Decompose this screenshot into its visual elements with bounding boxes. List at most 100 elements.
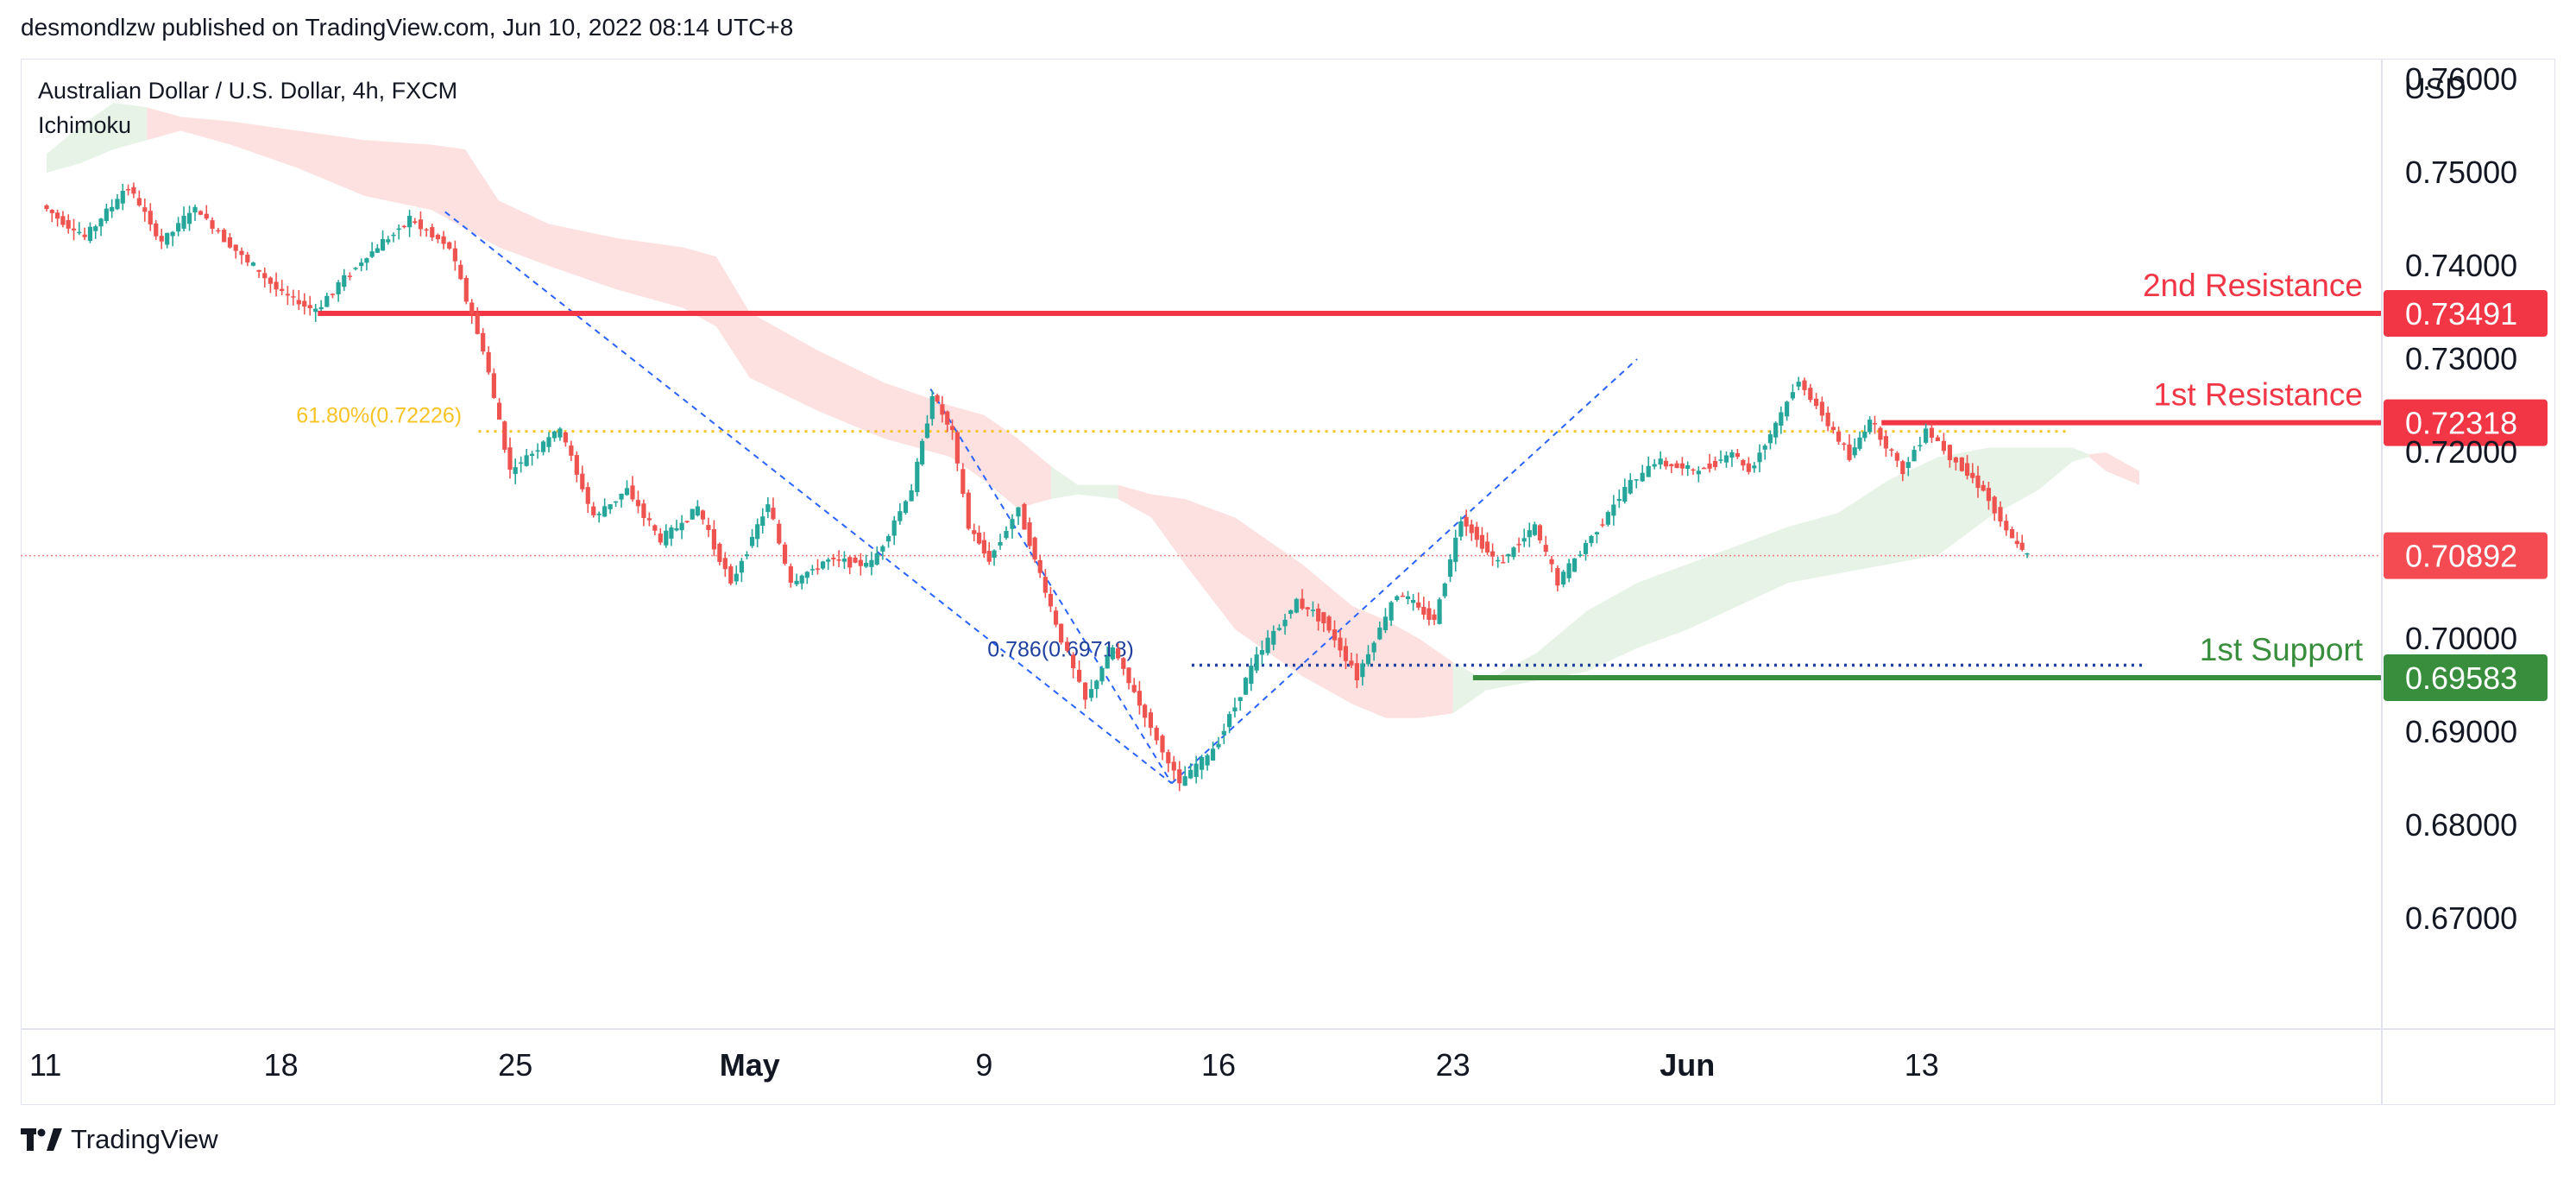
candle-79 xyxy=(486,346,491,375)
candle-40 xyxy=(268,276,274,294)
candle-355 xyxy=(2009,526,2015,539)
price-chart[interactable]: 61.80%(0.72226)0.786(0.69718)2nd Resista… xyxy=(0,0,2576,1114)
candle-17 xyxy=(136,190,142,207)
axes: 0.76000 0.75000 0.74000 0.73000 0.72000 0.700… xyxy=(21,59,2554,1105)
candle-34 xyxy=(233,244,238,259)
candle-271 xyxy=(1537,524,1543,544)
candle-107 xyxy=(641,499,646,527)
candle-27 xyxy=(192,205,198,221)
second-resistance-price-tag: 0.73491 xyxy=(2384,289,2548,337)
candle-307 xyxy=(1741,458,1746,471)
candle-57 xyxy=(364,257,369,271)
candle-316 xyxy=(1790,383,1796,401)
candle-224 xyxy=(1282,613,1288,635)
candle-318 xyxy=(1802,377,1807,396)
candle-184 xyxy=(1059,623,1064,645)
candle-339 xyxy=(1918,436,1923,452)
candle-254 xyxy=(1447,553,1453,583)
candle-102 xyxy=(614,501,619,507)
candle-242 xyxy=(1382,608,1389,634)
candle-49 xyxy=(318,300,324,312)
candle-32 xyxy=(222,228,227,243)
candle-313 xyxy=(1773,420,1779,445)
candle-329 xyxy=(1862,425,1867,442)
candle-190 xyxy=(1094,679,1099,698)
candle-12 xyxy=(110,199,115,218)
candle-263 xyxy=(1496,556,1501,568)
candle-56 xyxy=(359,258,364,272)
fib-swing-line[interactable] xyxy=(929,388,1173,784)
candle-45 xyxy=(296,289,301,311)
cloud-segment-0 xyxy=(47,103,148,173)
currency-label: USD xyxy=(2404,73,2466,105)
candle-177 xyxy=(1022,502,1027,530)
candle-215 xyxy=(1232,698,1238,717)
candle-337 xyxy=(1905,457,1911,477)
candle-113 xyxy=(674,520,679,532)
candle-148 xyxy=(864,554,869,569)
candle-154 xyxy=(898,503,903,525)
candle-151 xyxy=(880,545,885,560)
candle-123 xyxy=(728,564,734,585)
pattern-line-falling[interactable] xyxy=(444,211,1173,785)
candle-77 xyxy=(475,306,480,335)
candle-189 xyxy=(1088,679,1094,702)
candle-13 xyxy=(115,193,120,211)
candle-136 xyxy=(799,574,804,590)
candle-312 xyxy=(1767,430,1773,450)
x-tick-4: 9 xyxy=(975,1047,992,1083)
candle-273 xyxy=(1549,556,1554,572)
candle-3 xyxy=(60,211,66,228)
candle-158 xyxy=(920,439,925,466)
candle-87 xyxy=(530,451,535,466)
candle-306 xyxy=(1735,448,1740,459)
candle-171 xyxy=(986,542,992,565)
candle-8 xyxy=(87,222,93,243)
candle-30 xyxy=(210,217,215,234)
candle-174 xyxy=(1004,526,1009,540)
candle-142 xyxy=(831,553,836,566)
candle-139 xyxy=(815,559,821,575)
candle-331 xyxy=(1872,415,1878,434)
candle-71 xyxy=(441,231,446,249)
symbol-title: Australian Dollar / U.S. Dollar, 4h, FXC… xyxy=(38,78,457,104)
candle-88 xyxy=(535,443,540,459)
candle-110 xyxy=(658,527,663,546)
x-tick-5: 16 xyxy=(1201,1047,1236,1083)
candle-16 xyxy=(131,182,136,199)
candle-105 xyxy=(630,476,635,502)
candle-198 xyxy=(1137,680,1143,715)
candle-165 xyxy=(954,430,960,471)
candle-323 xyxy=(1830,421,1836,434)
candle-63 xyxy=(396,224,401,240)
pattern-line-rising[interactable] xyxy=(1171,358,1638,785)
candle-149 xyxy=(869,552,874,576)
candle-33 xyxy=(227,233,233,249)
candle-41 xyxy=(274,272,279,297)
candle-114 xyxy=(679,515,684,540)
candle-240 xyxy=(1371,641,1376,661)
x-tick-1: 18 xyxy=(264,1047,299,1083)
candle-118 xyxy=(700,509,706,525)
candle-161 xyxy=(935,393,940,404)
first-support-price-tag: 0.69583 xyxy=(2384,654,2548,702)
candle-267 xyxy=(1516,537,1521,553)
candle-220 xyxy=(1259,641,1265,665)
candle-213 xyxy=(1221,723,1226,744)
candle-270 xyxy=(1532,521,1537,537)
candle-208 xyxy=(1194,755,1199,784)
candle-133 xyxy=(782,541,788,565)
candle-62 xyxy=(391,232,396,243)
candle-144 xyxy=(841,551,847,570)
tradingview-logo[interactable]: TradingView xyxy=(21,1124,218,1155)
candle-29 xyxy=(204,205,209,220)
candle-19 xyxy=(148,203,153,231)
candle-265 xyxy=(1506,553,1511,563)
candle-298 xyxy=(1691,468,1696,475)
candle-332 xyxy=(1878,426,1883,446)
candle-335 xyxy=(1894,451,1899,467)
candle-187 xyxy=(1076,660,1082,684)
candle-153 xyxy=(891,515,897,546)
candle-182 xyxy=(1048,586,1054,612)
candle-276 xyxy=(1566,559,1571,583)
